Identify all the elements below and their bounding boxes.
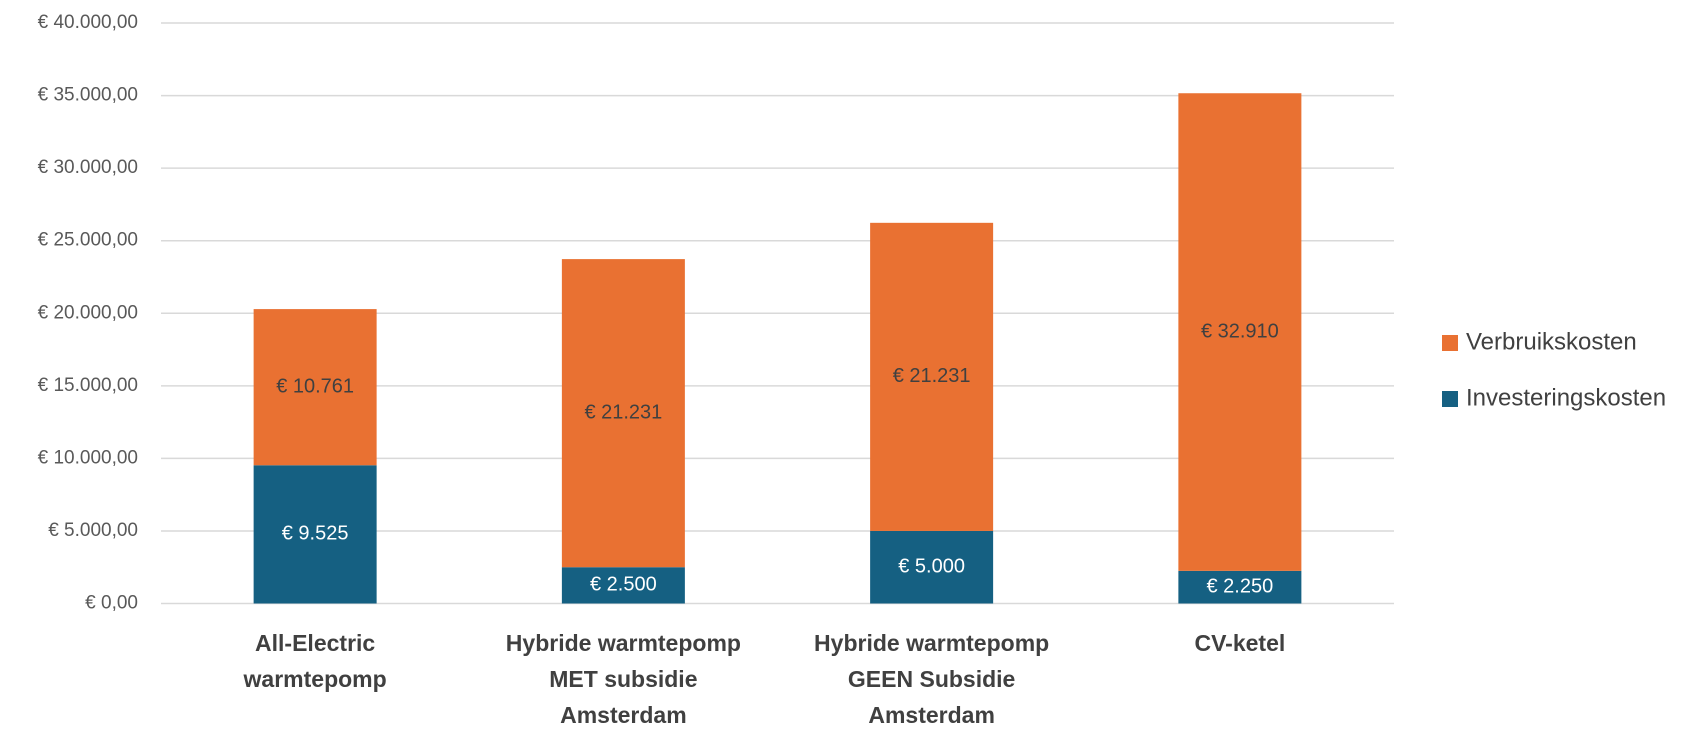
y-tick-label: € 20.000,00 [38, 302, 138, 323]
x-tick-label: Hybride warmtepomp MET subsidie Amsterda… [505, 630, 741, 728]
x-tick-label: CV-ketel [1194, 630, 1286, 656]
bar-segment [561, 259, 685, 568]
y-tick-label: € 35.000,00 [38, 85, 138, 106]
bar-segment [253, 309, 377, 466]
value-label: € 9.525 [282, 523, 349, 545]
y-tick-label: € 10.000,00 [38, 447, 138, 468]
legend-label: Investeringskosten [1466, 384, 1666, 411]
y-tick-label: € 30.000,00 [38, 157, 138, 178]
y-tick-label: € 25.000,00 [38, 230, 138, 251]
bar-segment [870, 530, 994, 604]
y-tick-label: € 0,00 [85, 593, 138, 614]
x-tick-label: All-Electric warmtepomp [243, 630, 387, 692]
bar-segment [253, 465, 377, 604]
y-tick-label: € 15.000,00 [38, 375, 138, 396]
x-tick-label: Hybride warmtepomp GEEN Subsidie Amsterd… [814, 630, 1050, 728]
y-tick-label: € 5.000,00 [48, 520, 138, 541]
value-label: € 2.250 [1207, 575, 1274, 597]
legend-swatch [1442, 391, 1458, 407]
y-tick-label: € 40.000,00 [38, 12, 138, 33]
bar-segment [1178, 93, 1302, 571]
value-label: € 32.910 [1201, 320, 1279, 342]
value-label: € 21.231 [893, 365, 971, 387]
value-label: € 21.231 [584, 401, 662, 423]
value-label: € 10.761 [276, 375, 354, 397]
value-label: € 5.000 [898, 556, 965, 578]
legend-swatch [1442, 335, 1458, 351]
bar-segment [561, 567, 685, 604]
bar-segment [870, 222, 994, 531]
bar-segment [1178, 570, 1302, 604]
value-label: € 2.500 [590, 574, 657, 596]
legend-label: Verbruikskosten [1466, 328, 1637, 355]
